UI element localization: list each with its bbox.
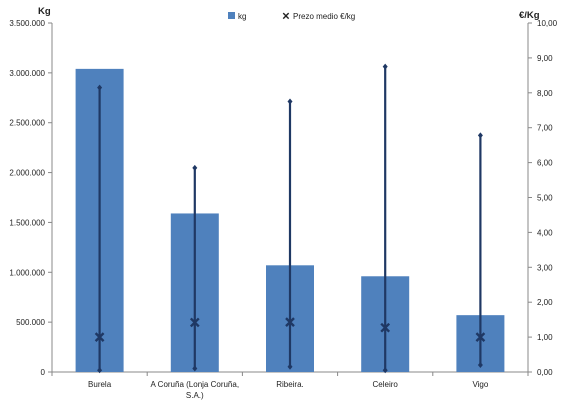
- price-min-marker: [97, 367, 103, 374]
- y-tick-label: 500.000: [16, 318, 45, 327]
- price-min-marker: [192, 365, 198, 372]
- y2-axis-label: €/Kg: [519, 10, 540, 21]
- y2-tick-label: 3,00: [537, 263, 553, 272]
- category-label: Ribeira.: [276, 380, 304, 389]
- y2-tick-label: 6,00: [537, 159, 553, 168]
- y-tick-label: 2.500.000: [9, 119, 45, 128]
- y-tick-label: 0: [41, 368, 46, 377]
- y2-tick-label: 4,00: [537, 228, 553, 237]
- y2-tick-label: 10,00: [537, 19, 558, 28]
- price-min-marker: [382, 367, 388, 374]
- category-label: Celeiro: [373, 380, 399, 389]
- y-tick-label: 1.500.000: [9, 218, 45, 227]
- price-mean-marker: [380, 322, 391, 333]
- y2-tick-label: 5,00: [537, 194, 553, 203]
- legend-marker-prezo: ✕: [282, 12, 290, 23]
- y2-tick-label: 7,00: [537, 124, 553, 133]
- price-max-marker: [287, 98, 293, 105]
- legend-swatch-kg: [228, 12, 235, 19]
- plot-area: 0 500.000 1.000.000 1.500.000 2.000.000 2.500…: [9, 19, 557, 400]
- y-tick-label: 1.000.000: [9, 268, 45, 277]
- price-max-marker: [382, 63, 388, 70]
- price-min-marker: [287, 363, 293, 370]
- y-tick-label: 2.000.000: [9, 169, 45, 178]
- category-label: A Coruña (Lonja Coruña, S.A.): [151, 380, 240, 400]
- y2-tick-label: 9,00: [537, 54, 553, 63]
- price-max-marker: [97, 84, 103, 91]
- price-mean-marker: [189, 317, 200, 328]
- y-tick-label: 3.500.000: [9, 19, 45, 28]
- price-min-marker: [477, 362, 483, 369]
- price-mean-marker: [285, 317, 295, 327]
- y2-tick-label: 8,00: [537, 89, 553, 98]
- category-label: Burela: [88, 380, 112, 389]
- legend-label-prezo: Prezo medio €/kg: [293, 12, 355, 21]
- legend-label-kg: kg: [238, 12, 246, 21]
- price-max-marker: [477, 132, 483, 139]
- y2-tick-label: 1,00: [537, 333, 553, 342]
- price-mean-marker: [475, 332, 486, 342]
- y2-tick-label: 0,00: [537, 368, 553, 377]
- y-axis-label: Kg: [38, 6, 51, 17]
- y-tick-label: 3.000.000: [9, 69, 45, 78]
- legend: kg ✕ Prezo medio €/kg: [228, 12, 355, 23]
- price-mean-marker: [94, 332, 105, 342]
- y2-tick-label: 2,00: [537, 298, 553, 307]
- price-max-marker: [192, 164, 198, 171]
- category-label: Vigo: [472, 380, 488, 389]
